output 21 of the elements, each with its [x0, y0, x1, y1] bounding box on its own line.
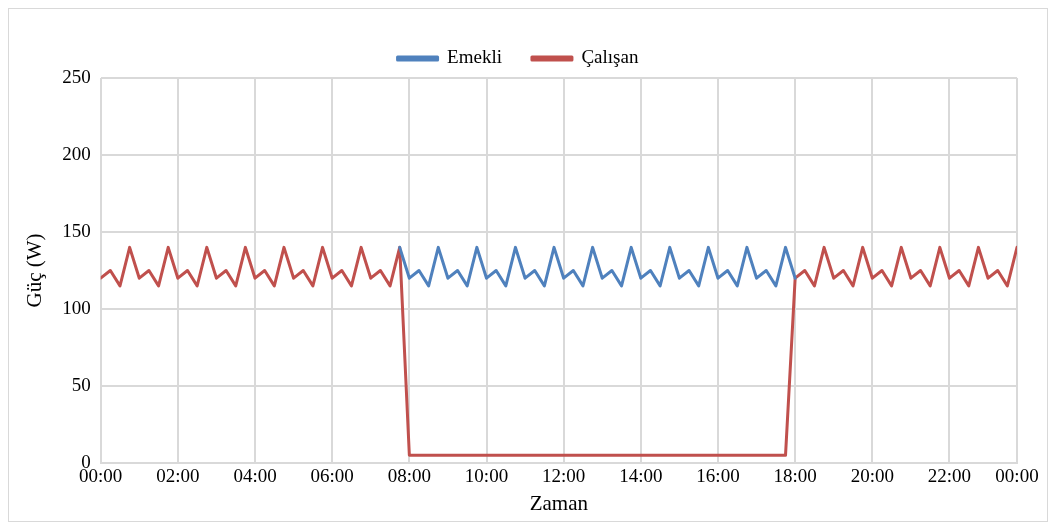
- x-tick-label: 04:00: [233, 465, 277, 487]
- x-tick-label: 06:00: [310, 465, 354, 487]
- y-tick-label: 100: [62, 296, 91, 318]
- x-tick-label: 16:00: [696, 465, 740, 487]
- x-tick-label: 14:00: [619, 465, 663, 487]
- x-axis-title: Zaman: [529, 490, 589, 515]
- y-tick-label: 250: [62, 65, 91, 87]
- x-tick-label: 18:00: [773, 465, 817, 487]
- x-tick-label: 12:00: [542, 465, 586, 487]
- x-tick-label: 10:00: [464, 465, 509, 487]
- x-tick-label: 00:00: [995, 465, 1039, 487]
- y-tick-label: 200: [62, 142, 91, 164]
- x-tick-label: 22:00: [927, 465, 972, 487]
- x-tick-label: 02:00: [156, 465, 200, 487]
- legend-label: Çalışan: [581, 46, 639, 68]
- y-tick-label: 150: [62, 219, 91, 241]
- y-axis-title: Güç (W): [22, 233, 47, 308]
- x-tick-label: 20:00: [850, 465, 894, 487]
- legend-label: Emekli: [447, 46, 502, 68]
- x-tick-label: 08:00: [387, 465, 431, 487]
- y-tick-label: 50: [71, 373, 91, 395]
